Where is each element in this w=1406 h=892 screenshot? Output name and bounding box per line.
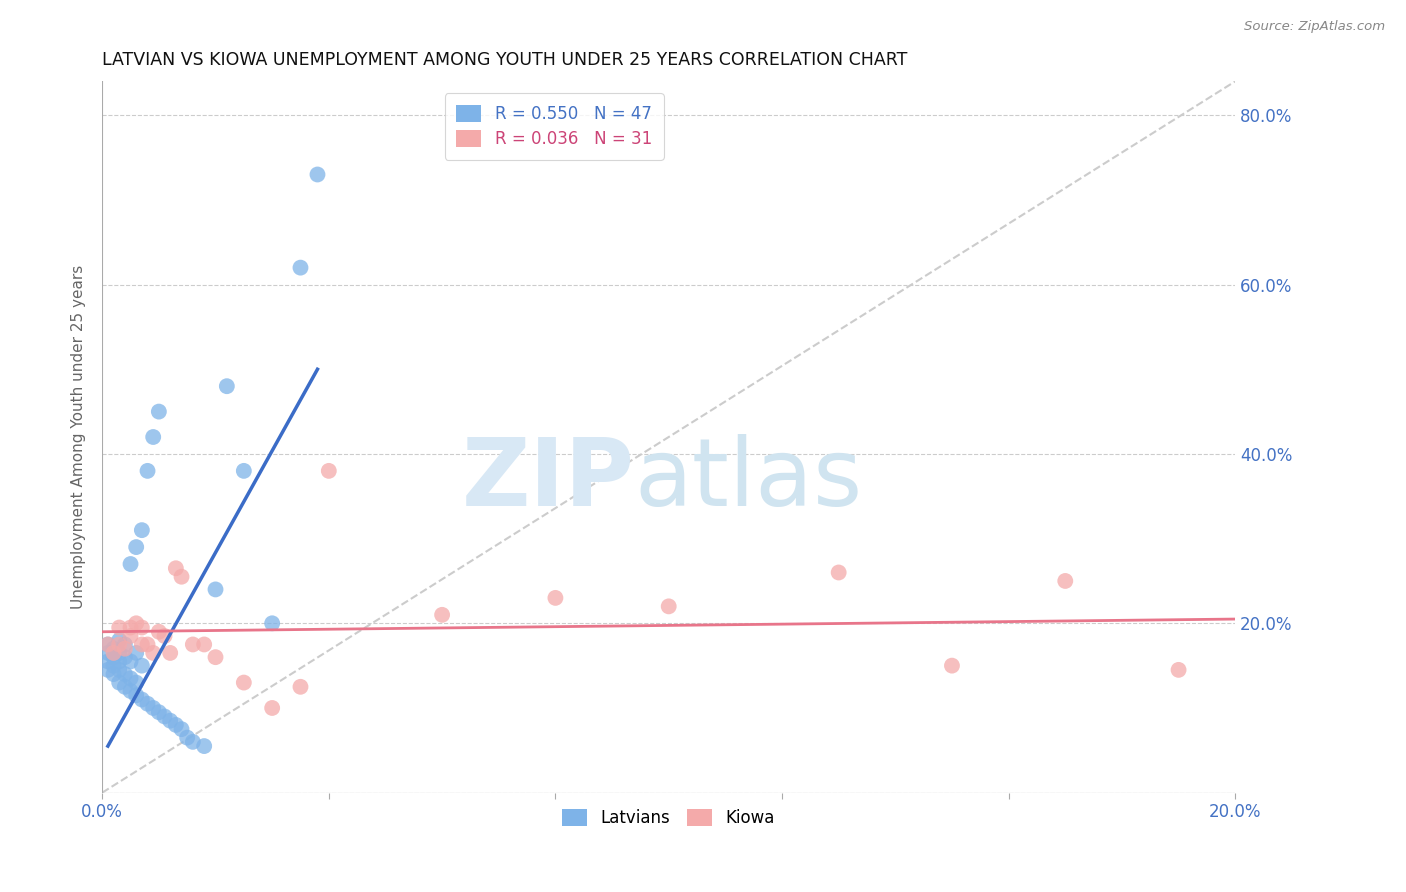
Point (136, 637, 159, 651)
Point (827, 566, 849, 580)
Point (136, 697, 159, 711)
Point (97, 654, 120, 668)
Point (114, 680, 136, 694)
Point (97, 663, 120, 677)
Point (262, 701, 284, 715)
Point (170, 570, 193, 584)
Point (262, 616, 284, 631)
Point (131, 692, 153, 706)
Point (159, 714, 181, 728)
Point (103, 646, 125, 660)
Point (318, 464, 340, 478)
Point (103, 641, 125, 656)
Point (114, 641, 136, 656)
Point (290, 680, 312, 694)
Point (97, 637, 120, 651)
Point (176, 731, 198, 745)
Text: atlas: atlas (634, 434, 863, 525)
Point (120, 621, 142, 635)
Point (97, 637, 120, 651)
Point (290, 260, 312, 275)
Point (307, 168, 329, 182)
Point (120, 654, 142, 668)
Point (142, 701, 165, 715)
Point (125, 540, 148, 554)
Point (125, 646, 148, 660)
Point (153, 709, 176, 723)
Point (159, 646, 181, 660)
Point (103, 667, 125, 681)
Point (114, 650, 136, 665)
Point (1054, 574, 1077, 588)
Point (1167, 663, 1189, 677)
Point (125, 688, 148, 702)
Point (193, 739, 215, 753)
Point (430, 607, 453, 622)
Point (108, 654, 131, 668)
Point (204, 650, 226, 665)
Point (165, 718, 187, 732)
Point (148, 404, 170, 418)
Point (658, 599, 681, 614)
Point (103, 658, 125, 673)
Text: LATVIAN VS KIOWA UNEMPLOYMENT AMONG YOUTH UNDER 25 YEARS CORRELATION CHART: LATVIAN VS KIOWA UNEMPLOYMENT AMONG YOUT… (103, 51, 908, 69)
Point (97, 646, 120, 660)
Point (125, 616, 148, 631)
Legend: Latvians, Kiowa: Latvians, Kiowa (555, 803, 782, 834)
Point (215, 379, 238, 393)
Text: Source: ZipAtlas.com: Source: ZipAtlas.com (1244, 20, 1385, 33)
Point (204, 582, 226, 597)
Point (941, 658, 963, 673)
Point (120, 684, 142, 698)
Point (108, 637, 131, 651)
Point (193, 637, 215, 651)
Point (232, 675, 254, 690)
Point (120, 557, 142, 571)
Point (108, 646, 131, 660)
Text: ZIP: ZIP (461, 434, 634, 525)
Point (114, 637, 136, 651)
Point (136, 464, 159, 478)
Point (170, 722, 193, 736)
Point (120, 671, 142, 685)
Point (142, 430, 165, 444)
Point (108, 675, 131, 690)
Point (108, 663, 131, 677)
Point (148, 624, 170, 639)
Point (181, 637, 204, 651)
Point (153, 629, 176, 643)
Point (108, 633, 131, 648)
Y-axis label: Unemployment Among Youth under 25 years: Unemployment Among Youth under 25 years (72, 265, 86, 609)
Point (108, 621, 131, 635)
Point (232, 464, 254, 478)
Point (165, 561, 187, 575)
Point (120, 629, 142, 643)
Point (103, 650, 125, 665)
Point (142, 646, 165, 660)
Point (131, 621, 153, 635)
Point (544, 591, 567, 605)
Point (131, 523, 153, 537)
Point (114, 667, 136, 681)
Point (131, 658, 153, 673)
Point (181, 735, 204, 749)
Point (125, 675, 148, 690)
Point (148, 705, 170, 719)
Point (131, 637, 153, 651)
